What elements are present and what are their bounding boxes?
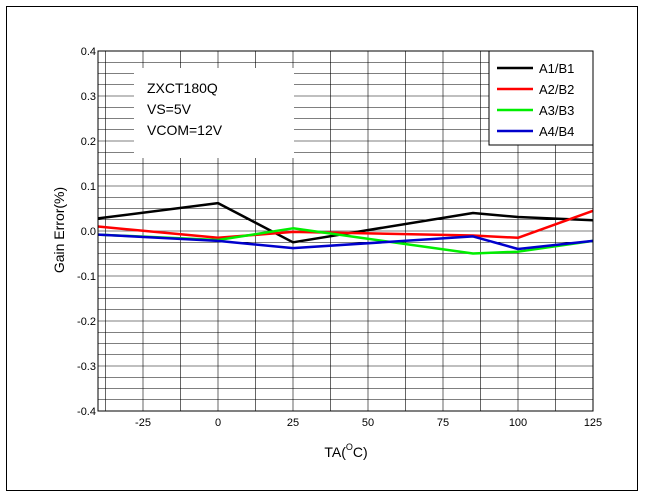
y-axis-label: Gain Error(%) <box>51 187 67 273</box>
x-tick-label: 100 <box>509 417 527 429</box>
series-lines <box>97 201 594 255</box>
x-tick-label: 125 <box>584 417 602 429</box>
x-axis-label-main: TA( <box>324 444 346 460</box>
legend-label-a1b1: A1/B1 <box>539 61 574 76</box>
annotation-line-2: VS=5V <box>147 101 192 117</box>
y-tick-label: 0.3 <box>81 91 96 103</box>
y-tick-label: 0.1 <box>81 181 96 193</box>
y-tick-label: 0.4 <box>81 46 96 58</box>
series-line-a2b2 <box>97 209 594 240</box>
series-line-a1b1 <box>97 201 594 244</box>
x-tick-label: 25 <box>287 417 299 429</box>
x-tick-label: 50 <box>362 417 374 429</box>
condition-annotation: ZXCT180Q VS=5V VCOM=12V <box>134 68 294 158</box>
y-tick-label: -0.3 <box>77 361 96 373</box>
annotation-line-1: ZXCT180Q <box>147 80 218 96</box>
y-tick-label: -0.2 <box>77 316 96 328</box>
x-tick-label: 0 <box>215 417 221 429</box>
plot-border <box>97 50 594 412</box>
legend-label-a3b3: A3/B3 <box>539 103 574 118</box>
x-tick-labels: -25 0 25 50 75 100 125 <box>135 417 602 429</box>
x-axis-label-superscript: O <box>346 442 353 452</box>
y-tick-labels: 0.4 0.3 0.2 0.1 0.0 -0.1 -0.2 -0.3 -0.4 <box>77 46 96 418</box>
x-axis-label: TA(OC) <box>324 442 367 460</box>
series-line-a4b4 <box>97 233 594 251</box>
y-tick-label: 0.2 <box>81 136 96 148</box>
legend-label-a2b2: A2/B2 <box>539 82 574 97</box>
x-tick-label: 75 <box>437 417 449 429</box>
y-tick-label: -0.4 <box>77 406 96 418</box>
x-tick-label: -25 <box>135 417 151 429</box>
legend-label-a4b4: A4/B4 <box>539 124 574 139</box>
y-tick-label: -0.1 <box>77 271 96 283</box>
annotation-line-3: VCOM=12V <box>147 122 223 138</box>
x-axis-label-end: C) <box>353 444 368 460</box>
legend: A1/B1 A2/B2 A3/B3 A4/B4 <box>488 50 594 146</box>
y-tick-label: 0.0 <box>81 226 96 238</box>
